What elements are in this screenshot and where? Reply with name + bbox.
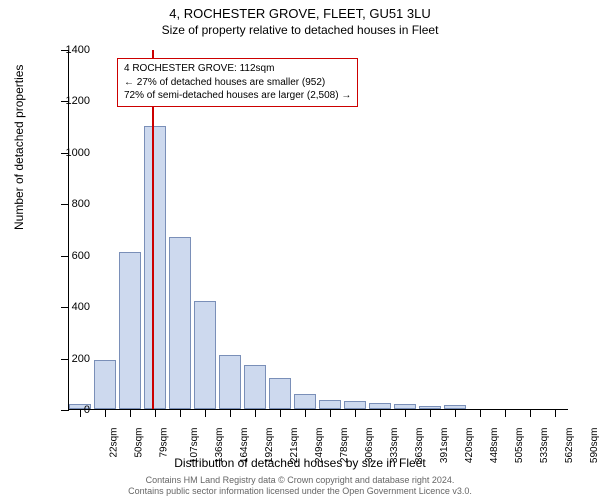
y-tick-label: 1200 [50, 95, 90, 107]
histogram-bar [294, 394, 316, 409]
y-tick-label: 1400 [50, 44, 90, 56]
x-tick [205, 409, 206, 417]
y-tick-label: 400 [50, 301, 90, 313]
y-tick-label: 1000 [50, 147, 90, 159]
histogram-bar [169, 237, 191, 409]
y-tick-label: 0 [50, 404, 90, 416]
x-tick [280, 409, 281, 417]
histogram-bar [269, 378, 291, 409]
histogram-bar [244, 365, 266, 409]
annotation-line3: 72% of semi-detached houses are larger (… [124, 90, 351, 101]
x-tick [255, 409, 256, 417]
y-tick-label: 800 [50, 198, 90, 210]
annotation-line1: 4 ROCHESTER GROVE: 112sqm [124, 63, 274, 74]
footer-line1: Contains HM Land Registry data © Crown c… [146, 475, 455, 485]
annotation-box: 4 ROCHESTER GROVE: 112sqm ← 27% of detach… [117, 58, 358, 107]
y-tick-label: 600 [50, 250, 90, 262]
footer-text: Contains HM Land Registry data © Crown c… [0, 475, 600, 498]
y-tick-label: 200 [50, 353, 90, 365]
x-tick [480, 409, 481, 417]
histogram-bar [319, 400, 341, 409]
footer-line2: Contains public sector information licen… [128, 486, 472, 496]
x-tick [230, 409, 231, 417]
x-tick [430, 409, 431, 417]
x-tick [155, 409, 156, 417]
histogram-bar [194, 301, 216, 409]
x-tick [455, 409, 456, 417]
annotation-line2: ← 27% of detached houses are smaller (95… [124, 77, 325, 88]
page-subtitle: Size of property relative to detached ho… [0, 23, 600, 37]
y-axis-label: Number of detached properties [12, 65, 26, 230]
histogram-bar [94, 360, 116, 409]
x-tick-label: 22sqm [109, 428, 120, 458]
x-tick [330, 409, 331, 417]
histogram-bar [144, 126, 166, 409]
page-title: 4, ROCHESTER GROVE, FLEET, GU51 3LU [0, 6, 600, 21]
plot-area: 22sqm50sqm79sqm107sqm136sqm164sqm192sqm2… [68, 50, 568, 410]
x-tick-label: 79sqm [159, 428, 170, 458]
x-tick-label: 50sqm [134, 428, 145, 458]
chart-area: 22sqm50sqm79sqm107sqm136sqm164sqm192sqm2… [68, 50, 568, 410]
x-tick [305, 409, 306, 417]
x-tick [380, 409, 381, 417]
histogram-bar [119, 252, 141, 409]
x-tick [105, 409, 106, 417]
x-tick [130, 409, 131, 417]
x-tick [505, 409, 506, 417]
x-tick [180, 409, 181, 417]
x-tick [530, 409, 531, 417]
x-axis-label: Distribution of detached houses by size … [0, 456, 600, 470]
x-tick [355, 409, 356, 417]
histogram-bar [344, 401, 366, 409]
x-tick [405, 409, 406, 417]
histogram-bar [219, 355, 241, 409]
x-tick [555, 409, 556, 417]
